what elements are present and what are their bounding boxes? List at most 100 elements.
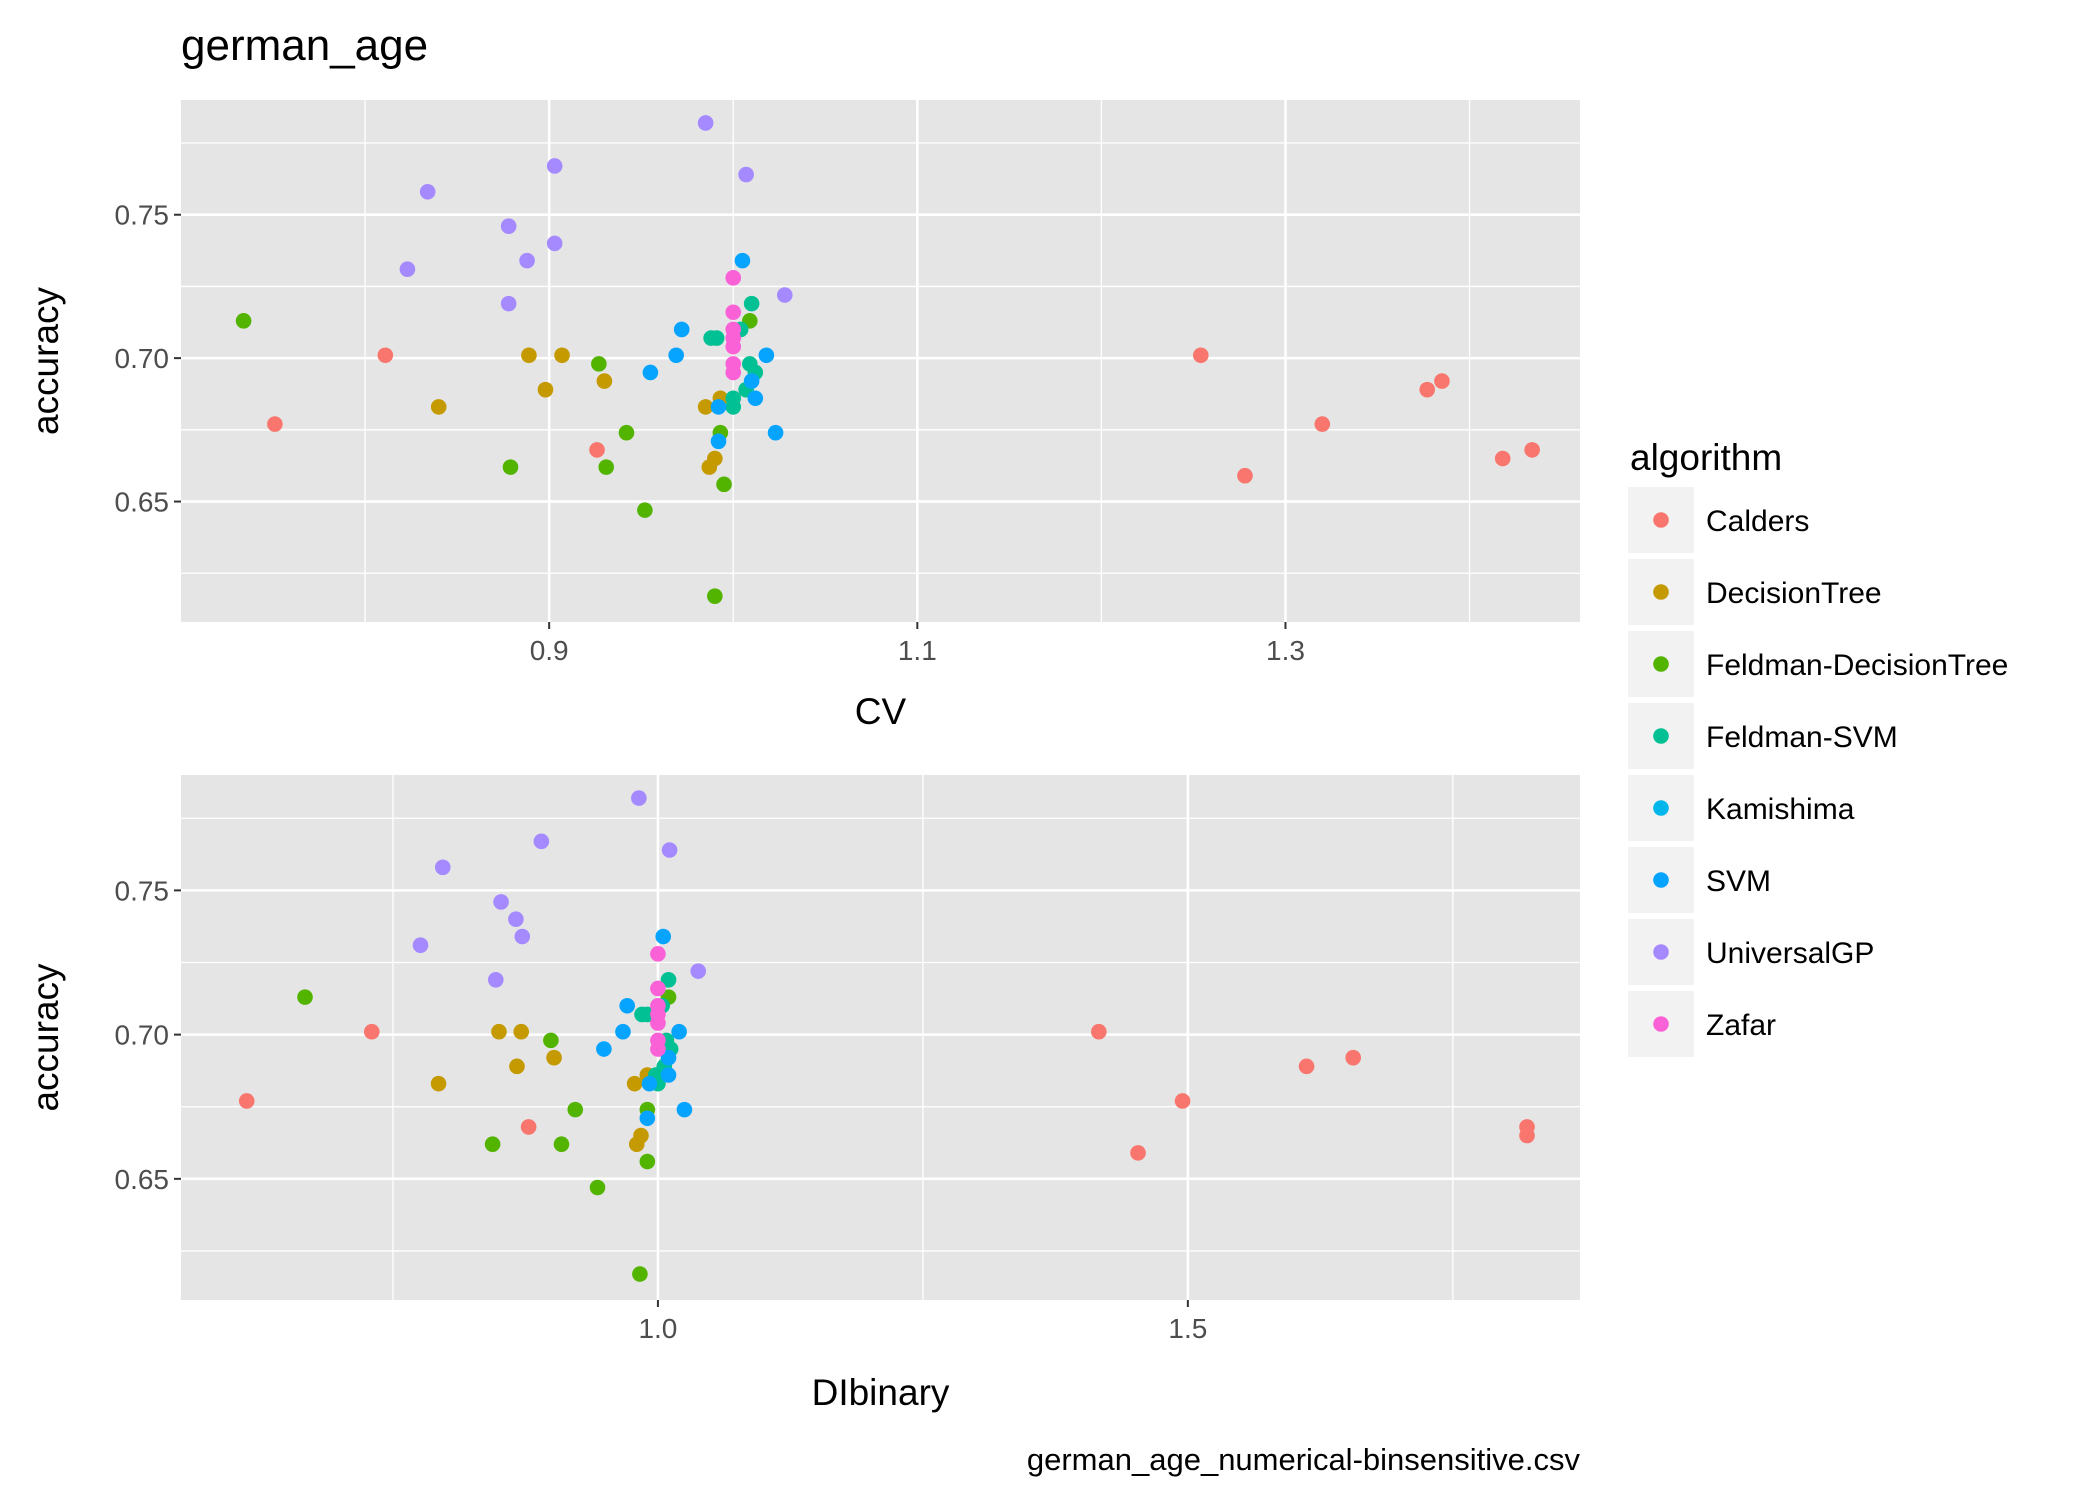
point-zafar <box>725 304 742 321</box>
point-zafar <box>650 980 666 997</box>
point-decisiontree <box>596 373 613 389</box>
point-feldman-svm <box>725 399 742 415</box>
point-svm <box>758 347 775 364</box>
legend-dot-feldman-decisiontree <box>1653 656 1669 672</box>
point-feldman-svm <box>660 972 677 988</box>
point-decisiontree <box>697 399 714 415</box>
point-feldman-decisiontree <box>589 1179 606 1196</box>
point-svm <box>596 1041 612 1057</box>
point-decisiontree <box>546 1049 562 1066</box>
point-svm <box>673 321 690 338</box>
point-svm <box>655 928 672 945</box>
point-universalgp <box>631 790 647 806</box>
point-calders <box>1519 1119 1535 1135</box>
legend-label-svm: SVM <box>1706 865 1771 898</box>
y-axis-title: accuracy <box>25 286 66 435</box>
point-universalgp <box>514 928 531 945</box>
y-tick-label: 0.75 <box>115 200 170 231</box>
point-svm <box>743 373 760 389</box>
point-svm <box>671 1023 687 1040</box>
point-feldman-decisiontree <box>297 989 313 1005</box>
point-decisiontree <box>521 347 537 364</box>
point-universalgp <box>697 115 714 131</box>
point-svm <box>615 1023 631 1040</box>
point-feldman-decisiontree <box>618 424 635 441</box>
point-feldman-decisiontree <box>716 476 732 493</box>
legend-label-zafar: Zafar <box>1706 1009 1776 1042</box>
point-universalgp <box>487 972 504 988</box>
point-decisiontree <box>430 1075 447 1092</box>
legend-dot-decisiontree <box>1653 584 1669 600</box>
point-calders <box>1298 1058 1315 1075</box>
point-zafar <box>650 1015 666 1031</box>
point-svm <box>747 390 764 407</box>
caption: german_age_numerical-binsensitive.csv <box>1027 1442 1581 1477</box>
legend-dot-kamishima <box>1653 800 1669 816</box>
point-calders <box>1419 381 1436 398</box>
point-feldman-decisiontree <box>543 1032 559 1049</box>
point-universalgp <box>500 295 517 312</box>
legend-label-kamishima: Kamishima <box>1706 793 1855 826</box>
legend: algorithm Calders DecisionTree Feldman-Dec… <box>1628 437 2008 1057</box>
point-feldman-svm <box>743 295 760 312</box>
point-calders <box>1091 1023 1107 1040</box>
point-zafar <box>650 1041 666 1057</box>
point-svm <box>767 424 784 441</box>
point-svm <box>619 997 635 1014</box>
chart-title: german_age <box>181 21 428 70</box>
x-tick-label: 1.5 <box>1168 1313 1207 1344</box>
panel-background <box>181 775 1580 1300</box>
point-calders <box>1345 1049 1361 1066</box>
legend-label-decisiontree: DecisionTree <box>1706 577 1882 610</box>
point-calders <box>267 416 283 432</box>
panel-top: 0.9 1.1 1.3 0.65 0.70 0.75 CV accuracy <box>25 100 1580 732</box>
x-axis-title: CV <box>855 691 907 732</box>
point-decisiontree <box>430 399 447 415</box>
point-svm <box>639 1110 656 1127</box>
point-decisiontree <box>554 347 570 364</box>
point-universalgp <box>661 842 678 858</box>
point-calders <box>1192 347 1209 364</box>
x-axis-title: DIbinary <box>812 1372 950 1413</box>
point-decisiontree <box>707 450 723 467</box>
point-decisiontree <box>509 1058 525 1075</box>
point-universalgp <box>508 911 524 928</box>
legend-dot-calders <box>1653 512 1669 528</box>
point-zafar <box>725 364 742 381</box>
x-tick-label: 1.0 <box>638 1313 677 1344</box>
panel-bottom: 1.0 1.5 0.65 0.70 0.75 DIbinary accuracy <box>25 775 1580 1413</box>
legend-dot-svm <box>1653 872 1669 888</box>
point-feldman-decisiontree <box>553 1136 570 1153</box>
point-calders <box>363 1023 380 1040</box>
legend-title: algorithm <box>1630 437 1782 478</box>
point-feldman-decisiontree <box>632 1266 648 1282</box>
point-decisiontree <box>513 1023 530 1040</box>
point-feldman-svm <box>708 330 725 346</box>
point-calders <box>1237 467 1253 484</box>
point-zafar <box>650 946 666 962</box>
x-tick-label: 0.9 <box>530 635 569 666</box>
point-svm <box>660 1067 677 1083</box>
point-svm <box>641 1075 658 1092</box>
point-calders <box>520 1119 537 1135</box>
point-universalgp <box>546 158 563 174</box>
point-universalgp <box>533 833 550 850</box>
point-universalgp <box>419 183 436 200</box>
point-calders <box>1130 1145 1146 1161</box>
point-zafar <box>725 338 742 355</box>
y-tick-label: 0.70 <box>115 343 170 374</box>
point-universalgp <box>399 261 416 278</box>
point-calders <box>1434 373 1450 389</box>
legend-label-feldman-svm: Feldman-SVM <box>1706 721 1898 754</box>
point-decisiontree <box>491 1023 507 1040</box>
y-axis-title: accuracy <box>25 963 66 1112</box>
point-calders <box>1524 442 1540 458</box>
legend-dot-universalgp <box>1653 944 1669 960</box>
y-tick-label: 0.65 <box>115 1164 170 1195</box>
y-tick-label: 0.70 <box>115 1020 170 1051</box>
point-feldman-decisiontree <box>598 459 615 475</box>
point-svm <box>660 1049 677 1066</box>
point-svm <box>734 252 751 269</box>
point-feldman-decisiontree <box>235 313 252 329</box>
point-svm <box>676 1101 693 1118</box>
